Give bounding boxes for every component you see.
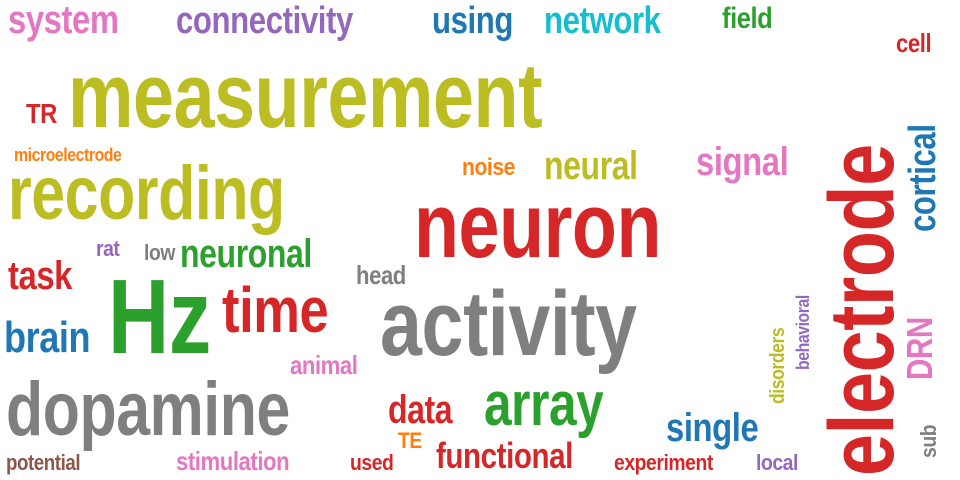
word-measurement: measurement (68, 45, 543, 147)
word-task: task (8, 254, 73, 298)
word-array: array (484, 370, 604, 439)
word-connectivity: connectivity (176, 0, 353, 42)
word-cell: cell (896, 28, 932, 58)
word-neuron: neuron (414, 175, 662, 277)
word-potential: potential (6, 450, 81, 475)
word-neuronal: neuronal (180, 232, 312, 276)
word-local: local (756, 450, 798, 475)
word-cortical: cortical (902, 124, 944, 232)
word-behavioral: behavioral (793, 295, 813, 370)
word-head: head (356, 260, 406, 290)
word-stimulation: stimulation (176, 446, 290, 476)
word-animal: animal (290, 350, 358, 380)
word-neural: neural (544, 144, 638, 188)
word-functional: functional (436, 435, 573, 476)
word-noise: noise (462, 154, 515, 181)
word-dopamine: dopamine (6, 367, 290, 452)
word-te: TE (398, 428, 422, 453)
word-electrode: electrode (811, 144, 913, 476)
word-field: field (722, 2, 773, 35)
word-using: using (432, 0, 514, 42)
word-experiment: experiment (614, 450, 713, 475)
word-network: network (544, 0, 661, 42)
word-microelectrode: microelectrode (14, 145, 122, 165)
word-low: low (144, 240, 175, 265)
word-system: system (8, 0, 119, 42)
word-disorders: disorders (767, 327, 789, 404)
word-rat: rat (96, 236, 120, 261)
word-data: data (388, 388, 453, 432)
word-time: time (222, 274, 329, 346)
word-hz: Hz (108, 258, 211, 376)
word-recording: recording (8, 151, 285, 236)
word-tr: TR (26, 98, 57, 129)
word-drn: DRN (899, 317, 940, 380)
word-brain: brain (4, 313, 91, 362)
word-sub: sub (916, 424, 941, 458)
word-signal: signal (696, 140, 789, 184)
word-activity: activity (380, 273, 637, 375)
word-used: used (350, 450, 394, 475)
word-single: single (666, 406, 759, 450)
